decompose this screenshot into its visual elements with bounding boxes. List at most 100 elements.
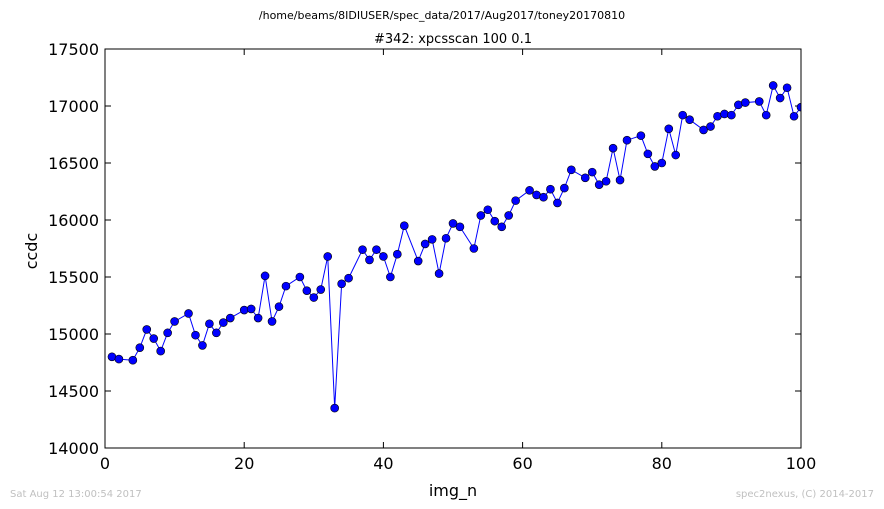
data-point [553, 198, 562, 208]
x-tick-label: 0 [100, 454, 110, 473]
data-point [379, 252, 388, 261]
data-point [295, 272, 305, 282]
data-point [782, 83, 792, 93]
data-point [685, 115, 694, 124]
data-point [560, 183, 569, 193]
data-point [768, 81, 778, 90]
x-tick-label: 100 [786, 454, 817, 473]
data-point [775, 93, 785, 103]
y-tick-label: 16000 [48, 211, 99, 230]
data-point [741, 98, 750, 107]
data-point [469, 244, 479, 253]
data-point [413, 256, 423, 266]
chart-suptitle: /home/beams/8IDIUSER/spec_data/2017/Aug2… [259, 9, 625, 22]
y-tick-label: 15000 [48, 325, 99, 344]
data-layer [107, 81, 801, 413]
data-point [253, 313, 263, 323]
data-point [761, 110, 771, 120]
data-point [225, 313, 235, 323]
y-axis-label: ccdc [22, 233, 41, 270]
data-point [587, 167, 597, 177]
data-point [657, 158, 667, 168]
data-point [365, 255, 374, 265]
data-point [699, 125, 708, 135]
y-tick-label: 15500 [48, 268, 99, 287]
data-point [678, 110, 687, 120]
data-point [754, 97, 764, 106]
footer-timestamp: Sat Aug 12 13:00:54 2017 [10, 489, 142, 500]
data-point [239, 305, 249, 315]
data-point [274, 302, 284, 311]
y-tick-label: 14500 [48, 382, 99, 401]
chart-title: #342: xpcsscan 100 0.1 [374, 32, 532, 47]
data-point [344, 273, 353, 283]
data-point [330, 403, 339, 413]
data-point [671, 150, 681, 160]
data-point [455, 222, 465, 232]
x-tick-label: 60 [512, 454, 532, 473]
data-point [267, 317, 277, 326]
data-point [393, 249, 402, 259]
data-point [720, 109, 729, 119]
data-point [434, 269, 444, 278]
data-point [497, 222, 507, 232]
x-tick-label: 80 [652, 454, 672, 473]
data-point [212, 328, 221, 338]
data-point [580, 173, 590, 183]
axis-ticks: 0 20 40 60 80 100 14000 14500 15000 15500 16000 165… [48, 40, 816, 473]
x-tick-label: 40 [373, 454, 393, 473]
data-point [281, 281, 291, 291]
data-point [441, 233, 451, 243]
data-point [198, 341, 207, 350]
data-point [615, 175, 625, 185]
data-point [622, 135, 632, 145]
plot-frame [104, 48, 802, 449]
data-point [727, 110, 736, 120]
data-point [539, 192, 548, 202]
data-point [476, 211, 486, 220]
data-point [114, 354, 124, 364]
data-point [546, 184, 555, 194]
data-point [309, 293, 319, 302]
data-point [323, 252, 333, 261]
data-point [246, 304, 256, 314]
plot-area [105, 49, 801, 448]
data-point [490, 216, 500, 226]
data-point [643, 149, 653, 159]
data-point [664, 124, 674, 134]
data-point [184, 309, 193, 318]
data-point [142, 325, 152, 334]
data-point [219, 318, 228, 327]
data-point [636, 131, 646, 140]
y-tick-label: 17000 [48, 97, 99, 116]
data-point [191, 330, 200, 340]
data-point [706, 122, 715, 131]
data-point [448, 219, 458, 228]
data-point [156, 346, 165, 356]
data-point [170, 317, 179, 326]
data-point [650, 162, 660, 171]
footer-credit: spec2nexus, (C) 2014-2017 [735, 489, 874, 500]
data-point [567, 165, 576, 175]
y-tick-label: 17500 [48, 40, 99, 59]
x-tick-label: 20 [234, 454, 254, 473]
data-point [594, 180, 604, 189]
data-point [302, 286, 312, 295]
data-point [316, 285, 326, 294]
data-point [601, 176, 611, 186]
y-tick-label: 14000 [48, 439, 99, 458]
data-point [483, 205, 493, 215]
y-tick-label: 16500 [48, 154, 99, 173]
data-point [135, 343, 145, 352]
x-axis-label: img_n [429, 481, 477, 501]
data-point [796, 102, 801, 112]
data-point [128, 355, 138, 365]
data-point [386, 272, 395, 282]
data-point [525, 186, 534, 195]
data-point [427, 235, 437, 244]
data-point [608, 143, 618, 153]
data-point [372, 245, 381, 254]
data-point [149, 334, 159, 343]
data-point [420, 239, 430, 249]
data-point [399, 221, 409, 230]
